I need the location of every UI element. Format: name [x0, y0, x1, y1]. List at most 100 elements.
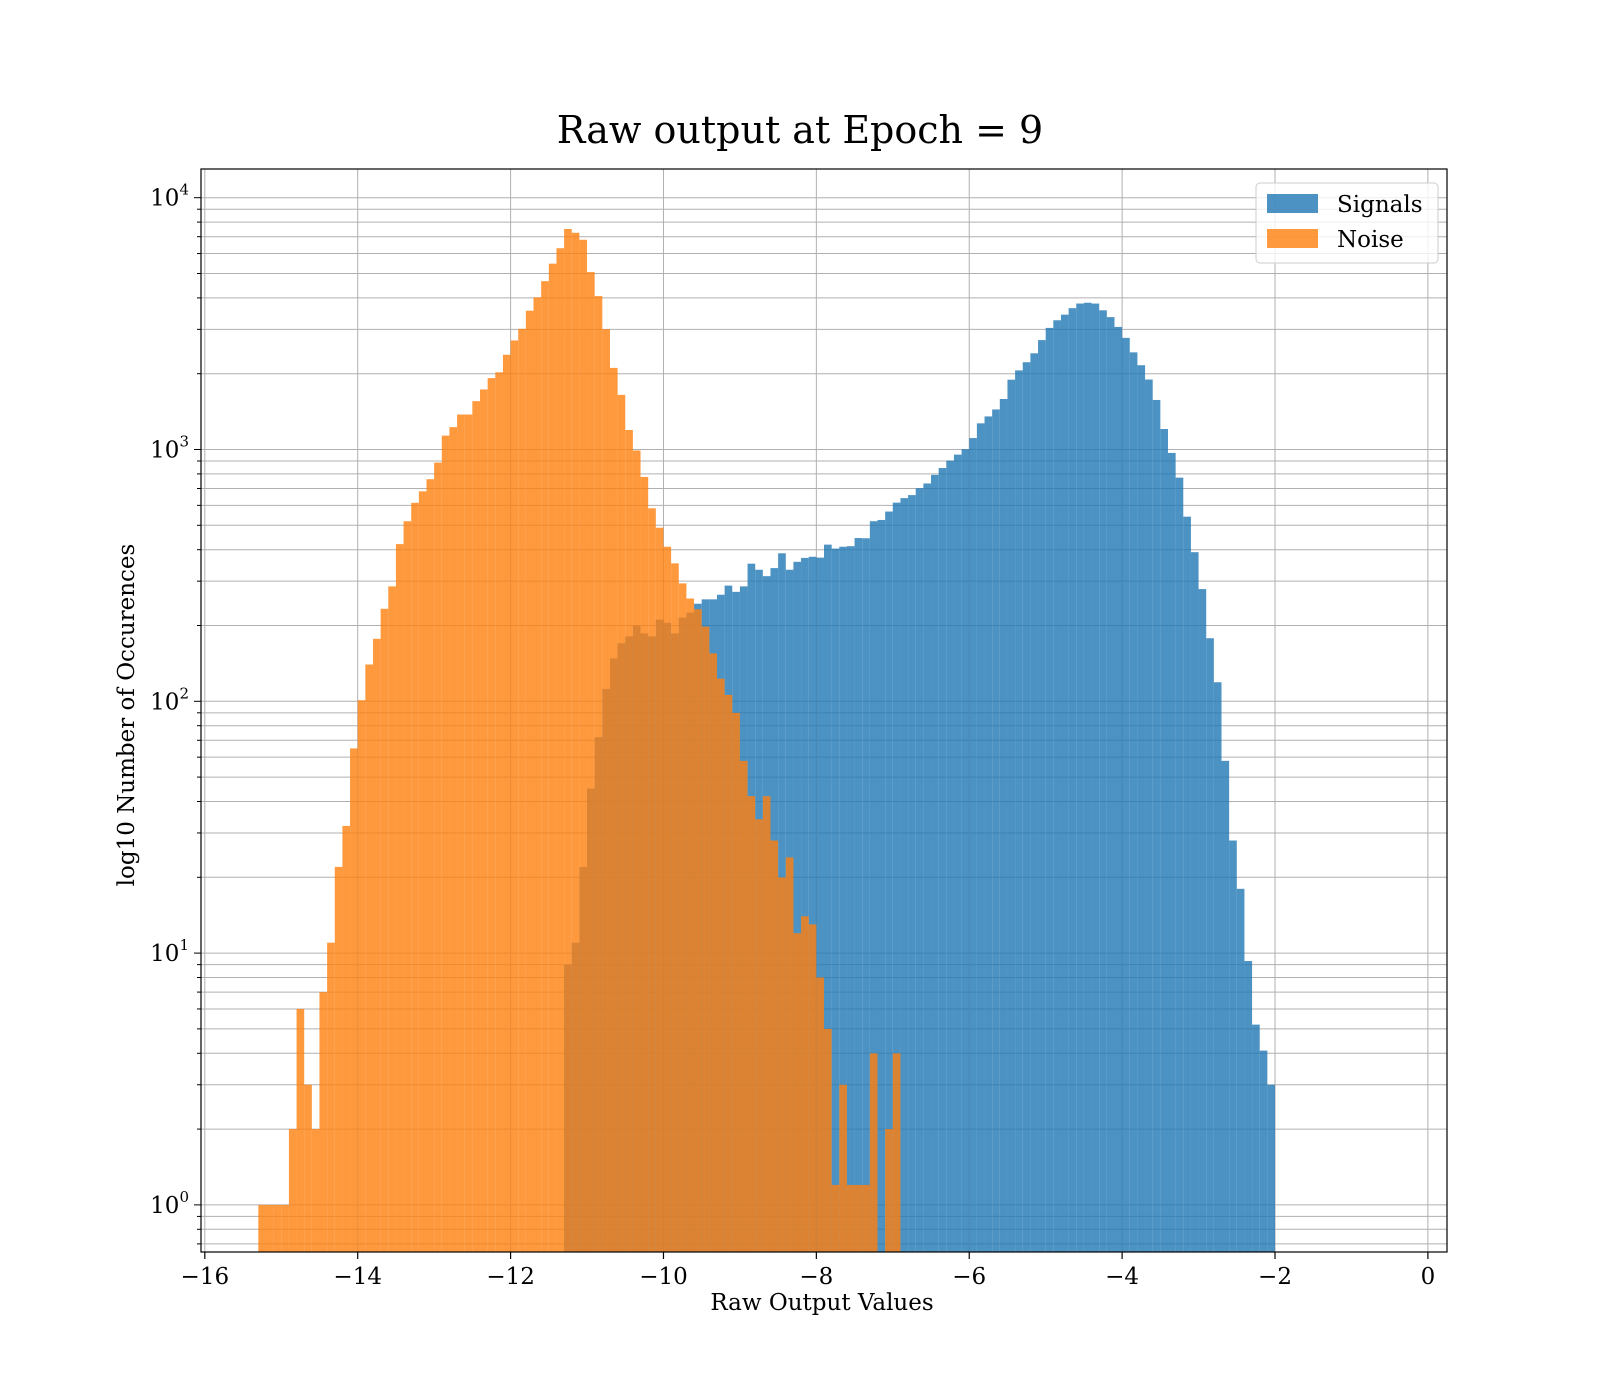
bar-noise: [350, 748, 358, 1252]
bar-noise: [892, 1053, 901, 1252]
bar-noise: [548, 263, 557, 1252]
bar-signals: [1183, 516, 1191, 1252]
bar-noise: [403, 521, 412, 1252]
bar-noise: [785, 857, 794, 1252]
legend-label-signals: Signals: [1337, 192, 1423, 218]
bar-signals: [1099, 310, 1107, 1252]
bar-signals: [801, 557, 809, 1252]
bar-signals: [1045, 327, 1054, 1253]
bar-noise: [831, 1184, 840, 1252]
bar-noise: [311, 1129, 320, 1252]
bar-noise: [701, 626, 710, 1252]
bar-signals: [984, 416, 993, 1252]
bar-signals: [854, 538, 863, 1252]
bar-noise: [533, 297, 542, 1252]
bar-signals: [976, 423, 985, 1253]
x-axis-label: Raw Output Values: [710, 1290, 933, 1316]
bar-noise: [449, 427, 458, 1253]
bar-noise: [609, 367, 618, 1253]
x-tick-label: −6: [952, 1264, 986, 1290]
bar-noise: [801, 916, 809, 1252]
bar-noise: [380, 608, 389, 1252]
bar-noise: [487, 378, 496, 1252]
y-tick-label: 104: [150, 181, 189, 212]
bar-noise: [846, 1184, 855, 1252]
bar-signals: [1229, 840, 1237, 1252]
bar-noise: [617, 394, 626, 1253]
y-tick-label: 102: [150, 684, 189, 715]
bars-layer: [258, 228, 1276, 1253]
bar-noise: [426, 479, 435, 1253]
bar-noise: [655, 527, 664, 1252]
bar-noise: [441, 435, 450, 1252]
bar-noise: [694, 609, 702, 1252]
bar-signals: [816, 557, 824, 1252]
bar-noise: [862, 1184, 870, 1252]
bar-signals: [1145, 379, 1153, 1252]
bar-signals: [1068, 308, 1077, 1252]
bar-signals: [1190, 552, 1199, 1252]
bar-signals: [908, 495, 916, 1252]
x-tick-label: −4: [1105, 1264, 1139, 1290]
bar-noise: [273, 1204, 282, 1252]
bar-noise: [732, 712, 740, 1252]
bar-noise: [464, 414, 473, 1252]
bar-signals: [1038, 340, 1046, 1252]
bar-noise: [502, 354, 511, 1253]
bar-signals: [892, 502, 901, 1253]
bar-noise: [709, 653, 717, 1252]
bar-noise: [770, 840, 779, 1252]
bar-noise: [319, 992, 328, 1252]
bar-signals: [1053, 320, 1061, 1253]
legend-swatch-noise: [1267, 229, 1318, 248]
bar-signals: [1167, 452, 1176, 1252]
bar-signals: [1175, 477, 1184, 1252]
bar-signals: [808, 556, 817, 1252]
bar-signals: [824, 544, 832, 1252]
bar-noise: [304, 1084, 312, 1252]
bar-noise: [288, 1129, 297, 1252]
bar-signals: [793, 561, 802, 1252]
bar-signals: [877, 519, 886, 1252]
y-tick-label: 103: [150, 432, 189, 463]
legend: Signals Noise: [1255, 182, 1439, 264]
bar-signals: [931, 474, 939, 1252]
bar-signals: [1198, 589, 1207, 1252]
bar-noise: [793, 933, 802, 1252]
bar-signals: [1122, 337, 1130, 1252]
bar-noise: [457, 414, 465, 1252]
bar-signals: [992, 409, 1000, 1252]
bar-signals: [1213, 682, 1222, 1252]
bar-signals: [1015, 370, 1023, 1252]
bar-signals: [1259, 1050, 1268, 1252]
x-tick-label: −16: [181, 1264, 230, 1290]
bar-noise: [365, 664, 373, 1252]
axes-layer: [200, 168, 1448, 1253]
bar-noise: [602, 329, 610, 1252]
bar-noise: [564, 228, 572, 1252]
bar-noise: [663, 546, 672, 1252]
series-noise: [258, 228, 901, 1253]
bar-noise: [541, 281, 549, 1252]
bar-noise: [525, 310, 534, 1252]
bar-signals: [869, 521, 878, 1252]
bar-noise: [885, 1129, 893, 1252]
bar-noise: [869, 1053, 878, 1252]
bar-noise: [327, 942, 335, 1252]
bar-noise: [678, 583, 687, 1252]
bar-signals: [953, 454, 962, 1252]
bar-noise: [411, 502, 419, 1253]
bar-noise: [816, 977, 824, 1252]
bar-noise: [724, 694, 733, 1252]
bar-noise: [594, 296, 603, 1252]
bar-noise: [495, 372, 503, 1252]
bar-noise: [671, 563, 679, 1252]
bar-noise: [808, 924, 817, 1252]
bar-noise: [762, 796, 771, 1252]
bar-signals: [831, 548, 840, 1252]
bar-signals: [999, 398, 1008, 1252]
bar-noise: [281, 1204, 289, 1252]
bar-signals: [969, 438, 977, 1253]
